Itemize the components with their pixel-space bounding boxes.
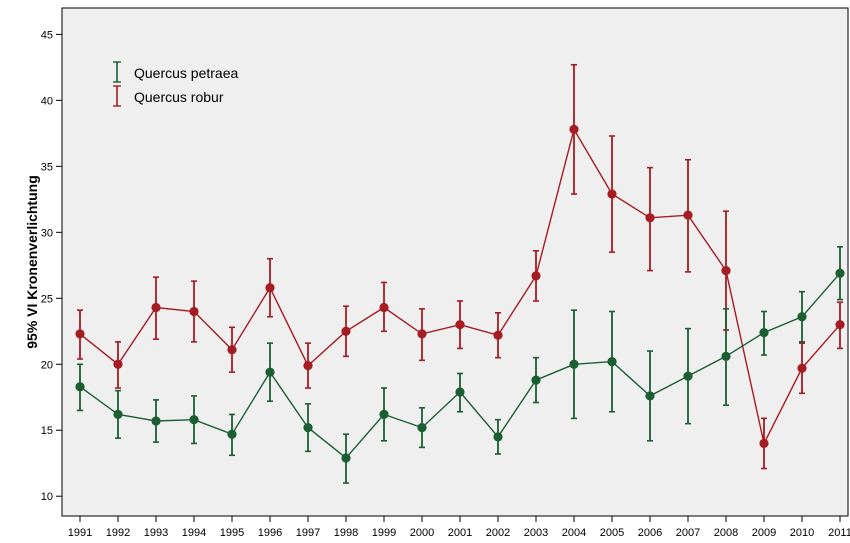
x-axis: 1991 1992 1993 1994 1995 1996 1997 1998 1999 2000…: [68, 516, 850, 539]
data-point: [607, 357, 617, 367]
data-point: [379, 302, 389, 313]
data-point: [835, 268, 845, 278]
x-tick-label: 2001: [448, 527, 472, 539]
x-tick-label: 1997: [296, 527, 320, 539]
x-tick-label: 1998: [334, 527, 358, 539]
data-point: [569, 124, 579, 134]
data-point: [303, 422, 313, 433]
data-point: [531, 375, 541, 385]
data-point: [797, 363, 807, 373]
data-point: [113, 359, 123, 369]
y-tick-label: 35: [41, 161, 53, 173]
x-tick-label: 1994: [182, 527, 206, 539]
data-point: [455, 320, 465, 330]
legend: Quercus petraea Quercus robur: [113, 61, 238, 107]
data-point: [265, 367, 275, 377]
x-tick-label: 2003: [524, 527, 548, 539]
data-point: [303, 360, 313, 371]
data-point: [493, 432, 503, 442]
plot-area: [61, 7, 849, 517]
data-point: [265, 283, 275, 293]
x-tick-label: 1999: [372, 527, 396, 539]
data-point: [607, 189, 617, 199]
data-point: [683, 371, 693, 381]
x-tick-label: 1995: [220, 527, 244, 539]
x-tick-label: 2009: [752, 527, 776, 539]
legend-label: Quercus robur: [134, 89, 224, 105]
x-tick-label: 2004: [562, 527, 586, 539]
y-tick-label: 10: [41, 491, 53, 503]
data-point: [151, 302, 161, 313]
data-point: [645, 213, 655, 223]
y-tick-label: 25: [41, 293, 53, 305]
x-tick-label: 1991: [68, 527, 92, 539]
data-point: [417, 329, 427, 339]
x-tick-label: 1996: [258, 527, 282, 539]
y-tick-label: 15: [41, 425, 53, 437]
data-point: [227, 345, 237, 355]
x-tick-label: 2000: [410, 527, 434, 539]
data-point: [721, 265, 731, 276]
legend-errorbar-symbol: [113, 85, 121, 107]
x-tick-label: 2005: [600, 527, 624, 539]
y-axis-label: 95% VI Kronenverlichtung: [24, 175, 40, 348]
data-point: [75, 329, 85, 339]
data-point: [189, 306, 199, 317]
data-point: [227, 429, 237, 439]
legend-item-quercus-robur: Quercus robur: [113, 85, 224, 107]
data-point: [341, 326, 351, 336]
data-point: [379, 409, 389, 419]
legend-item-quercus-petraea: Quercus petraea: [113, 61, 238, 83]
x-tick-label: 2011: [828, 527, 850, 539]
x-tick-label: 1993: [144, 527, 168, 539]
data-point: [683, 210, 693, 220]
x-tick-label: 2006: [638, 527, 662, 539]
y-axis: 10 15 20 25 30 35 40 45: [41, 29, 62, 503]
series-layer: [75, 63, 845, 484]
data-point: [417, 422, 427, 433]
y-tick-label: 45: [41, 29, 53, 41]
x-tick-label: 2010: [790, 527, 814, 539]
data-point: [493, 330, 503, 340]
legend-label: Quercus petraea: [134, 65, 238, 81]
data-point: [759, 327, 769, 338]
data-point: [569, 359, 579, 369]
y-tick-label: 20: [41, 359, 53, 371]
data-point: [75, 382, 85, 392]
data-point: [151, 416, 161, 426]
data-point: [835, 320, 845, 330]
data-point: [189, 415, 199, 425]
x-tick-label: 2002: [486, 527, 510, 539]
legend-errorbar-symbol: [113, 61, 121, 83]
data-point: [797, 312, 807, 322]
data-point: [531, 271, 541, 281]
data-point: [341, 453, 351, 463]
data-point: [759, 438, 769, 449]
data-point: [721, 351, 731, 361]
x-tick-label: 2008: [714, 527, 738, 539]
x-tick-label: 2007: [676, 527, 700, 539]
data-point: [455, 387, 465, 397]
y-tick-label: 40: [41, 95, 53, 107]
data-point: [645, 391, 655, 401]
series-quercus-robur: [75, 63, 845, 470]
series-quercus-petraea: [75, 246, 845, 484]
data-point: [113, 409, 123, 419]
x-tick-label: 1992: [106, 527, 130, 539]
y-tick-label: 30: [41, 227, 53, 239]
